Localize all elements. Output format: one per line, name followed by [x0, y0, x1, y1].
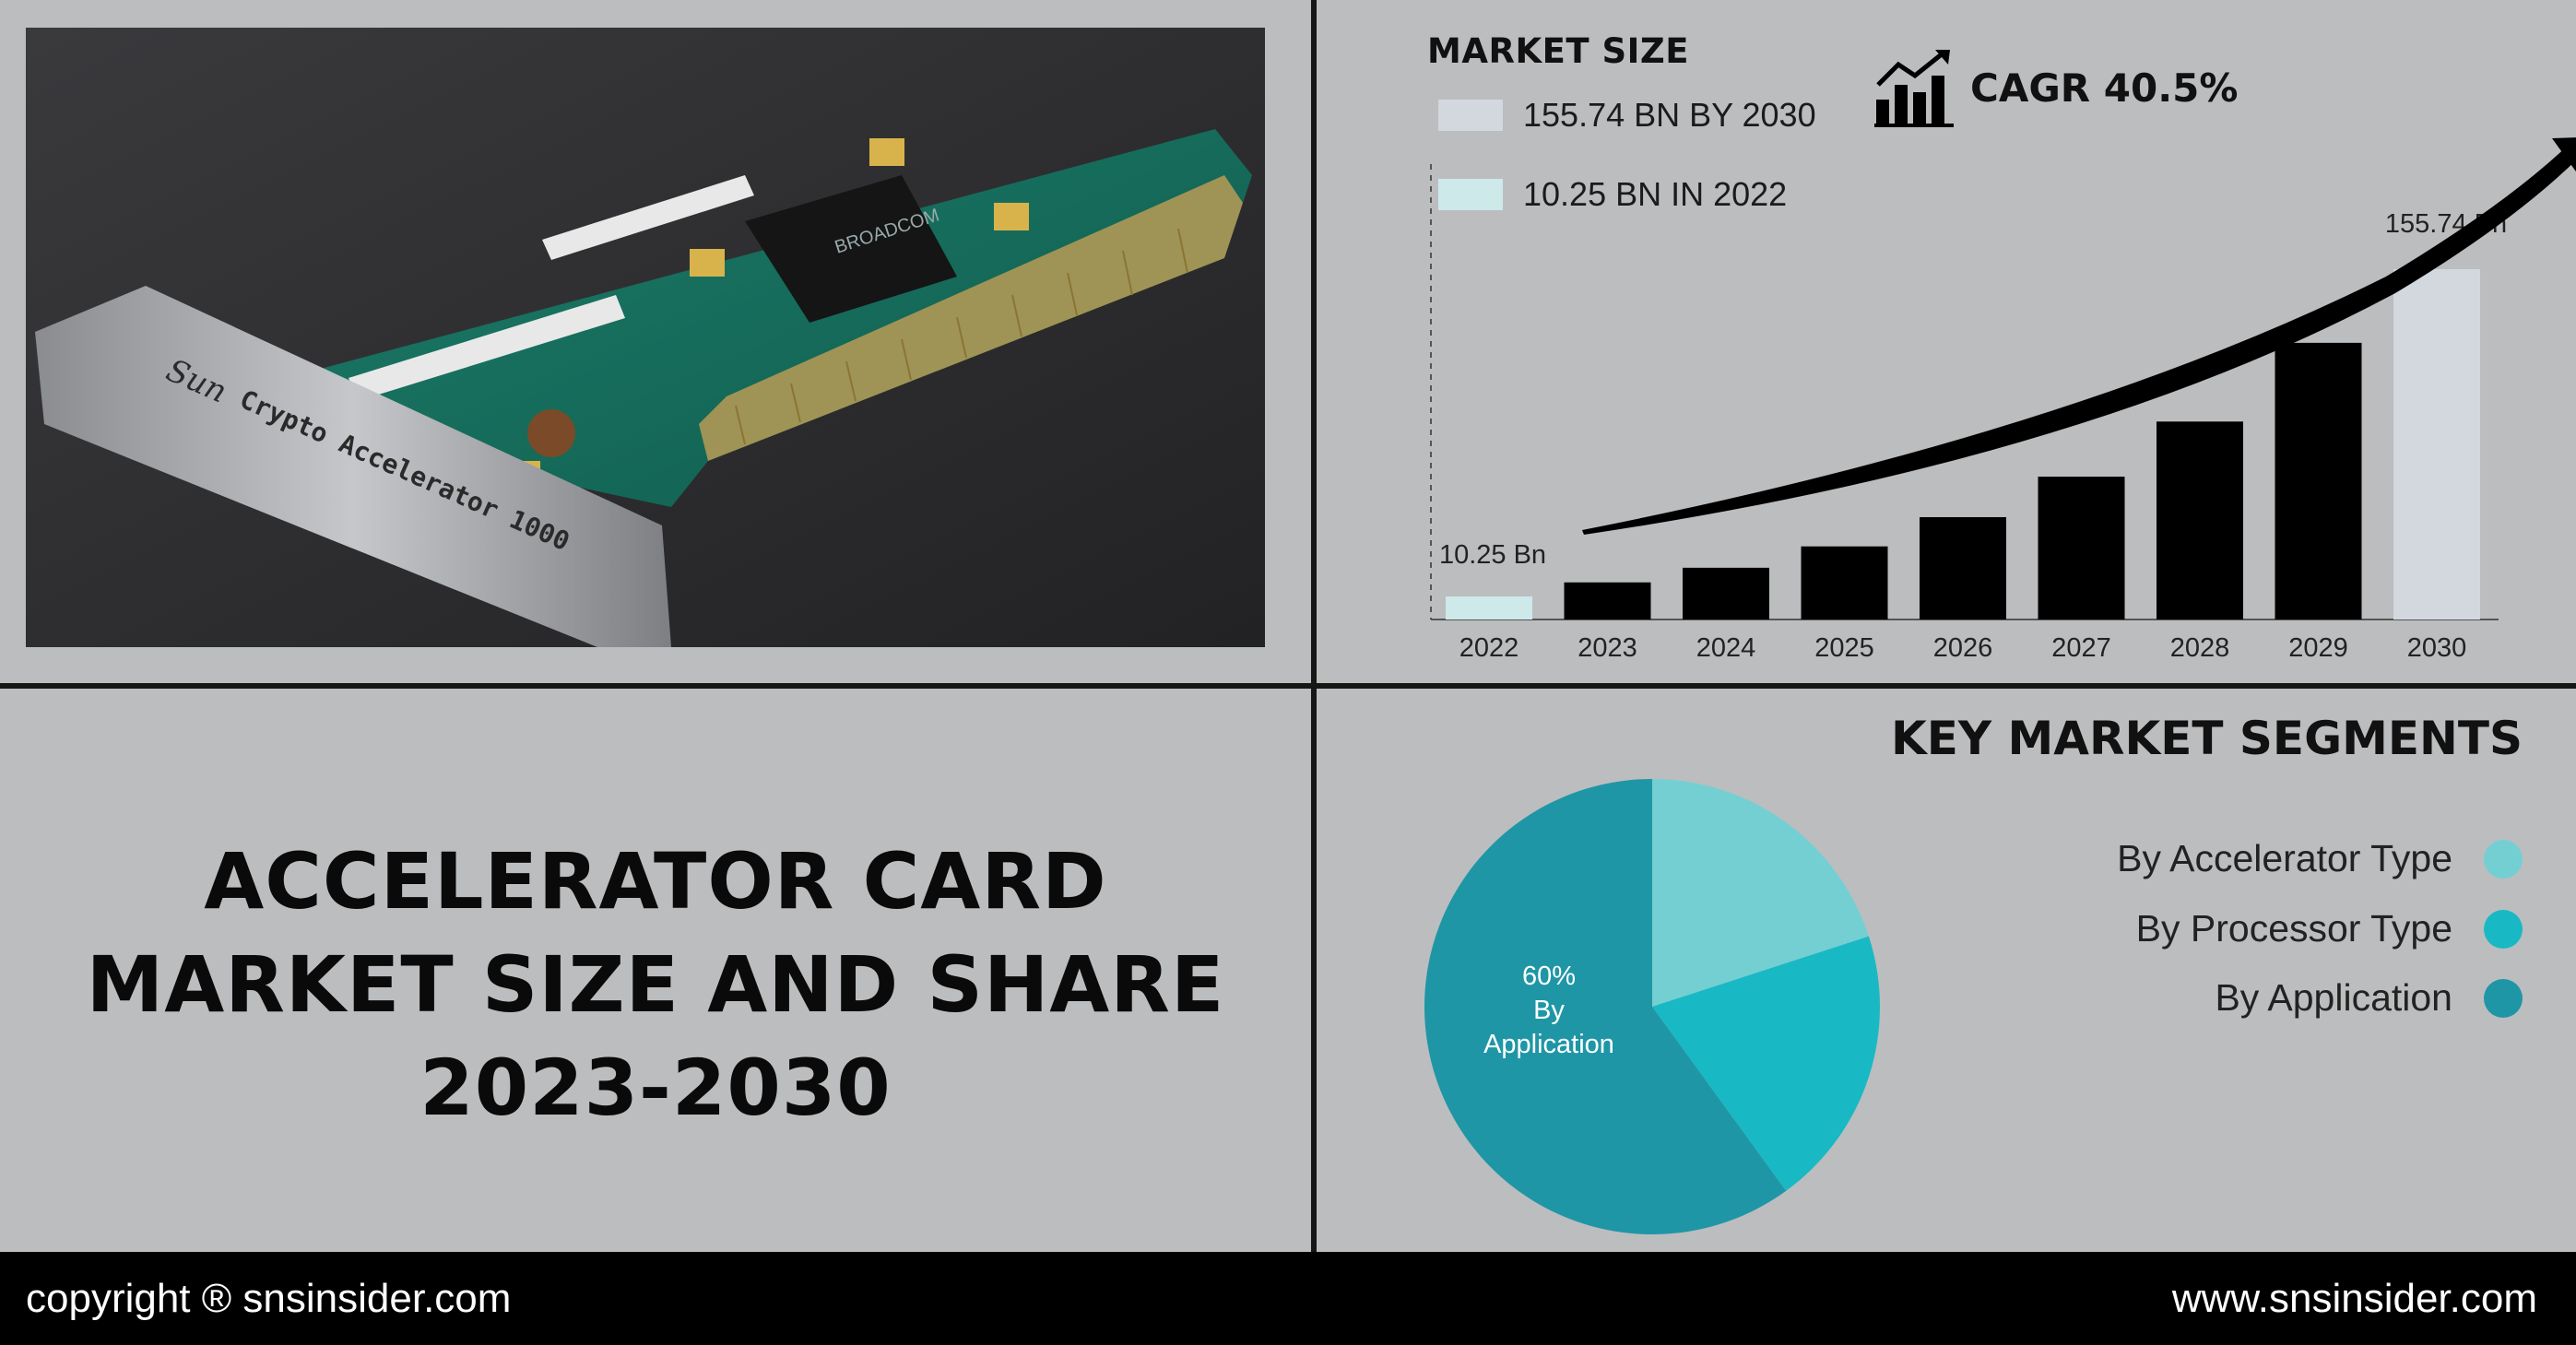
market-size-panel: MARKET SIZE 155.74 BN BY 2030 10.25 BN I… [1317, 0, 2576, 683]
headline: ACCELERATOR CARD MARKET SIZE AND SHARE 2… [0, 830, 1311, 1139]
headline-line-1: ACCELERATOR CARD [204, 836, 1107, 926]
bar-2027 [2038, 477, 2125, 619]
segment-label: By Accelerator Type [2117, 837, 2452, 879]
cagr-label: CAGR 40.5% [1970, 65, 2239, 111]
product-photo: BROADCOM Sun Crypto Accelerator 1000 [26, 28, 1265, 647]
x-tick-label-2029: 2029 [2288, 633, 2348, 663]
bar-2026 [1920, 516, 2006, 619]
website-link[interactable]: www.snsinsider.com [2171, 1276, 2537, 1321]
market-size-bar-chart: 2022 10.25 Bn 2023 2024 2025 2026 2027 2028 2029… [1430, 137, 2576, 663]
data-label-2022: 10.25 Bn [1439, 540, 1546, 570]
x-tick-label-2025: 2025 [1814, 633, 1874, 663]
bar-2030 [2393, 269, 2480, 619]
copyright-text: copyright ® snsinsider.com [26, 1276, 512, 1321]
legend-item-2022: 10.25 BN IN 2022 [1438, 175, 1787, 214]
x-tick-label-2023: 2023 [1578, 633, 1637, 663]
segments-title: KEY MARKET SEGMENTS [1891, 712, 2523, 765]
segment-dot [2484, 839, 2523, 879]
pie-slice-by-application [1424, 779, 1787, 1234]
x-tick-label-2030: 2030 [2407, 633, 2467, 663]
bar-2029 [2275, 342, 2362, 619]
vertical-divider [1311, 0, 1317, 1252]
x-tick-label-2026: 2026 [1933, 633, 1993, 663]
segment-legend-application: By Application [2215, 976, 2523, 1020]
segment-label: By Processor Type [2135, 907, 2452, 950]
pie-label-line1: By [1533, 996, 1565, 1025]
x-tick-label-2028: 2028 [2170, 633, 2230, 663]
horizontal-divider [0, 683, 2576, 689]
market-size-title: MARKET SIZE [1427, 31, 1690, 71]
pie-label-line2: Application [1483, 1030, 1614, 1059]
pie-slice-by-processor-type [1652, 936, 1880, 1191]
headline-line-3: 2023-2030 [419, 1043, 892, 1133]
bar-2025 [1801, 546, 1888, 619]
bar-2028 [2157, 421, 2243, 619]
x-tick-label-2024: 2024 [1696, 633, 1756, 663]
legend-label-2030: 155.74 BN BY 2030 [1523, 96, 1816, 134]
x-tick-label-2022: 2022 [1459, 633, 1519, 663]
segments-pie-chart: 60% By Application [1424, 779, 1880, 1234]
bar-2024 [1683, 567, 1769, 619]
legend-swatch-2022 [1438, 179, 1503, 210]
footer-bar: copyright ® snsinsider.com www.snsinside… [0, 1252, 2576, 1345]
segment-label: By Application [2215, 976, 2452, 1019]
segment-legend-accelerator-type: By Accelerator Type [2117, 837, 2523, 880]
segment-legend-processor-type: By Processor Type [2136, 907, 2523, 950]
x-tick-label-2027: 2027 [2051, 633, 2111, 663]
legend-item-2030: 155.74 BN BY 2030 [1438, 96, 1816, 135]
pie-slice-by-accelerator-type [1652, 779, 1869, 1007]
cagr-badge: CAGR 40.5% [1874, 48, 2238, 127]
legend-label-2022: 10.25 BN IN 2022 [1523, 175, 1788, 213]
bar-chart-trend-icon [1874, 50, 1954, 127]
segment-dot [2484, 978, 2523, 1018]
headline-line-2: MARKET SIZE AND SHARE [86, 939, 1225, 1030]
segment-dot [2484, 909, 2523, 949]
growth-arrow-head [2552, 137, 2576, 172]
legend-swatch-2030 [1438, 100, 1503, 131]
bar-2022 [1446, 596, 1532, 619]
pie-label-pct: 60% [1522, 962, 1576, 991]
bar-2023 [1564, 582, 1651, 619]
